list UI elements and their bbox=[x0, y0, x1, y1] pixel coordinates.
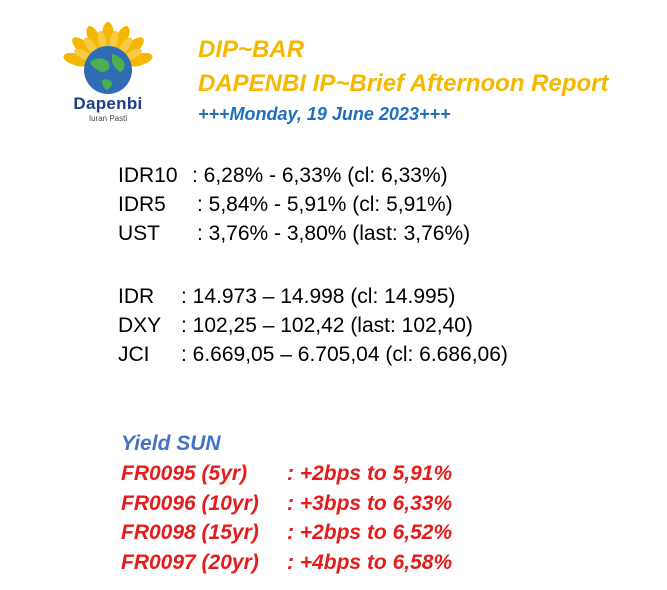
market-label: IDR bbox=[118, 285, 155, 308]
market-value: : 6.669,05 – 6.705,04 (cl: 6.686,06) bbox=[181, 343, 508, 366]
bond-value: : 5,84% - 5,91% (cl: 5,91%) bbox=[197, 193, 453, 216]
bond-label: IDR5 bbox=[118, 193, 166, 216]
sunflower-globe-icon bbox=[63, 22, 153, 94]
sun-value: : +3bps to 6,33% bbox=[287, 492, 453, 515]
report-title: DIP~BAR bbox=[198, 36, 305, 63]
market-value: : 14.973 – 14.998 (cl: 14.995) bbox=[181, 285, 456, 308]
sun-label: FR0098 (15yr) bbox=[121, 521, 259, 544]
sun-value: : +2bps to 5,91% bbox=[287, 462, 453, 485]
report-subtitle: DAPENBI IP~Brief Afternoon Report bbox=[198, 70, 609, 97]
bond-label: UST bbox=[118, 222, 160, 245]
logo-wordmark: Dapenbi bbox=[73, 94, 143, 113]
market-label: DXY bbox=[118, 314, 162, 337]
sun-value: : +2bps to 6,52% bbox=[287, 521, 453, 544]
market-value: : 102,25 – 102,42 (last: 102,40) bbox=[181, 314, 473, 337]
sun-value: : +4bps to 6,58% bbox=[287, 551, 453, 574]
market-label: JCI bbox=[118, 343, 150, 366]
sun-label: FR0096 (10yr) bbox=[121, 492, 259, 515]
logo-tagline: Iuran Pasti bbox=[88, 114, 128, 123]
bond-value: : 3,76% - 3,80% (last: 3,76%) bbox=[197, 222, 471, 245]
bond-label: IDR10 bbox=[118, 164, 178, 187]
sun-label: FR0097 (20yr) bbox=[121, 551, 259, 574]
yield-sun-title: Yield SUN bbox=[121, 432, 221, 455]
sun-label: FR0095 (5yr) bbox=[121, 462, 248, 485]
dapenbi-logo: Dapenbi Iuran Pasti bbox=[42, 22, 174, 124]
bond-value: : 6,28% - 6,33% (cl: 6,33%) bbox=[192, 164, 448, 187]
report-date: +++Monday, 19 June 2023+++ bbox=[198, 104, 451, 124]
